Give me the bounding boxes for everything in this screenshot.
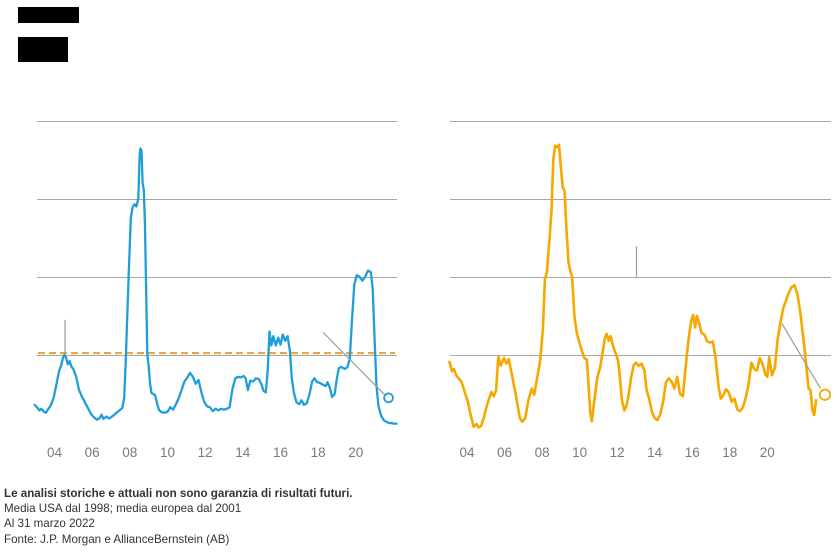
usa-x-tick-label: 14 — [235, 445, 251, 460]
europa-x-tick-label: 04 — [459, 445, 475, 460]
europa-latest-point-marker — [818, 388, 832, 401]
europa-x-tick-label: 14 — [647, 445, 663, 460]
europa-x-tick-label: 12 — [610, 445, 625, 460]
redacted-subtitle-block — [18, 37, 68, 62]
usa-x-tick-label: 10 — [160, 445, 175, 460]
usa-x-tick-label: 18 — [311, 445, 326, 460]
redacted-title-block — [18, 7, 79, 23]
europa-x-tick-label: 08 — [535, 445, 550, 460]
usa-x-tick-label: 08 — [122, 445, 137, 460]
europa-x-tick-label: 06 — [497, 445, 512, 460]
footnote-disclaimer: Le analisi storiche e attuali non sono g… — [4, 487, 353, 500]
usa-x-tick-label: 16 — [273, 445, 288, 460]
dual-line-charts: 04 06 08 10 12 14 16 18 20 04 06 08 10 12 14 16 18 20 — [33, 121, 832, 460]
footnote-average-definition: Media USA dal 1998; media europea dal 20… — [4, 502, 242, 516]
europa-x-tick-label: 16 — [685, 445, 700, 460]
europa-x-tick-label: 10 — [572, 445, 587, 460]
usa-leader-line — [322, 331, 386, 396]
chart-europa: 04 06 08 10 12 14 16 18 20 — [448, 121, 832, 460]
usa-series-line — [33, 147, 398, 425]
europa-x-tick-label: 18 — [722, 445, 737, 460]
usa-x-tick-label: 04 — [47, 445, 63, 460]
footnote-source: Fonte: J.P. Morgan e AllianceBernstein (… — [4, 532, 230, 546]
usa-x-tick-label: 06 — [85, 445, 100, 460]
europa-series-line — [448, 143, 818, 429]
europa-leader-line — [781, 323, 821, 389]
usa-latest-point-marker — [383, 392, 394, 404]
usa-x-tick-label: 20 — [348, 445, 363, 460]
chart-usa: 04 06 08 10 12 14 16 18 20 — [33, 121, 398, 460]
europa-x-tick-label: 20 — [760, 445, 775, 460]
usa-x-tick-label: 12 — [198, 445, 213, 460]
footnote-as-of-date: Al 31 marzo 2022 — [4, 517, 95, 531]
footnotes: Le analisi storiche e attuali non sono g… — [4, 486, 353, 547]
